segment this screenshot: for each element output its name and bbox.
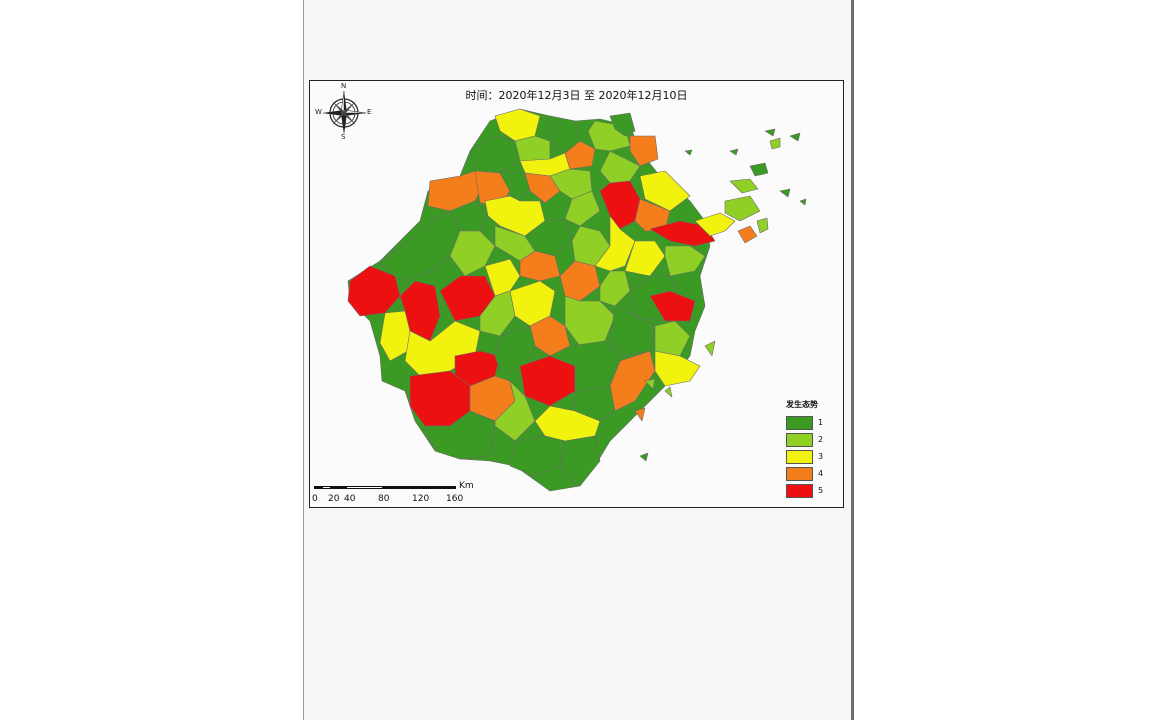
island	[769, 137, 781, 150]
province-map	[347, 108, 807, 492]
compass-e: E	[367, 108, 372, 116]
region	[564, 140, 596, 170]
legend-title: 发生态势	[786, 400, 818, 409]
region	[594, 215, 636, 272]
compass-n: N	[341, 82, 347, 90]
region	[494, 380, 536, 442]
scale-segment	[418, 486, 456, 489]
legend-swatch	[786, 432, 813, 447]
compass-rose-icon	[322, 90, 367, 135]
island	[729, 148, 739, 156]
legend-items: 1 2 3 4 5	[786, 414, 842, 499]
region	[424, 410, 496, 460]
map-legend: 发生态势 1 2 3 4 5	[786, 399, 842, 509]
island	[634, 407, 646, 422]
region	[654, 350, 701, 387]
legend-label: 4	[818, 469, 824, 478]
legend-label: 3	[818, 452, 824, 461]
island	[749, 162, 769, 177]
region	[629, 135, 659, 167]
legend-swatch	[786, 466, 813, 481]
island	[756, 217, 769, 234]
scale-tick: 160	[446, 494, 464, 504]
island	[684, 149, 693, 156]
region	[524, 172, 561, 204]
region	[574, 385, 616, 422]
island	[789, 132, 801, 142]
region	[694, 212, 736, 237]
region	[449, 200, 489, 232]
scale-tick: 20	[328, 494, 340, 504]
region	[649, 290, 696, 322]
region	[654, 320, 691, 357]
scale-tick: 120	[412, 494, 430, 504]
legend-item: 5	[786, 482, 842, 499]
island	[664, 386, 673, 398]
island	[779, 188, 791, 198]
scale-segment	[382, 486, 418, 489]
region	[664, 245, 706, 277]
scale-tick: 0	[312, 494, 318, 504]
compass-s: S	[341, 133, 346, 141]
scale-bar: Km 0 20 40 80 120 160	[312, 481, 494, 505]
legend-swatch	[786, 483, 813, 498]
island	[729, 178, 759, 194]
legend-item: 4	[786, 465, 842, 482]
region	[347, 265, 401, 317]
region	[559, 435, 601, 487]
region	[649, 220, 716, 247]
region	[609, 112, 636, 137]
legend-swatch	[786, 415, 813, 430]
legend-item: 3	[786, 448, 842, 465]
map-frame: 时间：2020年12月3日 至 2020年12月10日 N S E W	[309, 80, 844, 508]
region	[564, 295, 616, 347]
region	[499, 172, 531, 202]
legend-item: 2	[786, 431, 842, 448]
region	[484, 258, 521, 297]
page-edge	[851, 0, 854, 720]
compass-w: W	[315, 108, 322, 116]
scale-unit: Km	[459, 481, 474, 491]
island	[704, 340, 716, 357]
region	[639, 170, 691, 212]
island	[737, 225, 758, 244]
legend-swatch	[786, 449, 813, 464]
island	[764, 128, 776, 137]
legend-label: 2	[818, 435, 824, 444]
region	[624, 240, 666, 277]
scale-segment	[330, 486, 346, 489]
island	[644, 378, 656, 390]
island	[799, 198, 807, 206]
legend-item: 1	[786, 414, 842, 431]
scale-tick: 40	[344, 494, 356, 504]
island	[639, 452, 649, 462]
map-title: 时间：2020年12月3日 至 2020年12月10日	[465, 89, 688, 102]
island	[724, 195, 761, 222]
scale-segment	[314, 486, 322, 489]
north-arrow: N S E W	[314, 82, 374, 143]
scale-tick: 80	[378, 494, 390, 504]
legend-label: 1	[818, 418, 824, 427]
scale-segment	[346, 486, 384, 489]
legend-label: 5	[818, 486, 824, 495]
region	[564, 190, 601, 227]
